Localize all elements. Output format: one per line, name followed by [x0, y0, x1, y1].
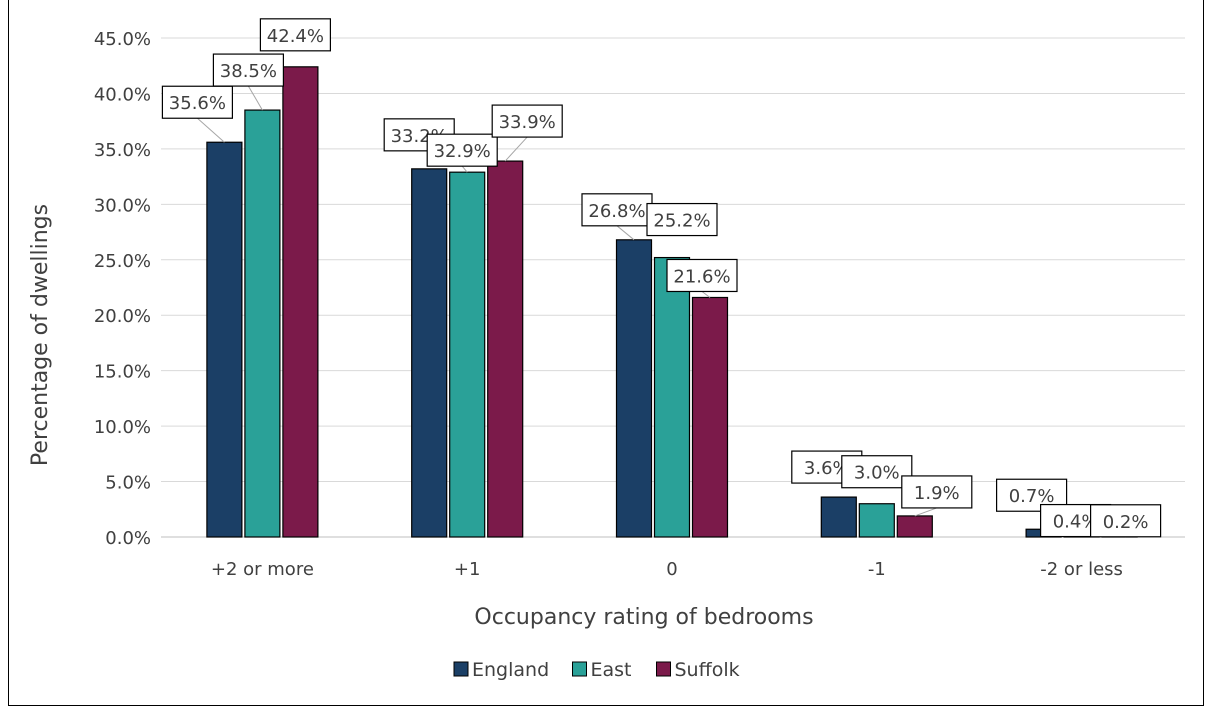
- legend-label-east: East: [591, 659, 632, 681]
- y-tick-label: 20.0%: [94, 306, 151, 327]
- y-tick-label: 0.0%: [105, 528, 151, 549]
- x-axis-ticks: +2 or more +1 0 -1 -2 or less: [211, 559, 1123, 580]
- data-label: 35.6%: [169, 93, 226, 114]
- bars: [206, 66, 1138, 538]
- bar-england: [615, 239, 653, 538]
- y-tick-label: 45.0%: [94, 29, 151, 50]
- bar-east: [653, 256, 691, 538]
- leader-line: [461, 165, 468, 173]
- data-label: 38.5%: [220, 61, 277, 82]
- y-tick-label: 30.0%: [94, 195, 151, 216]
- data-label: 0.2%: [1103, 512, 1149, 533]
- data-label: 3.6%: [804, 458, 850, 479]
- data-label: 32.9%: [434, 141, 491, 162]
- bar-east: [244, 109, 281, 538]
- data-label-box: [1089, 504, 1162, 538]
- y-tick-label: 10.0%: [94, 417, 151, 438]
- legend-swatch-england: [453, 661, 469, 677]
- bar-suffolk: [896, 515, 933, 538]
- data-label-box: [259, 18, 331, 52]
- data-label: 33.9%: [499, 112, 556, 133]
- data-label-box: [212, 53, 284, 87]
- data-label: 25.2%: [653, 211, 710, 232]
- x-tick-label: -2 or less: [1040, 559, 1123, 580]
- data-label-box: [901, 475, 973, 509]
- y-tick-label: 15.0%: [94, 362, 151, 383]
- data-label-box: [581, 193, 653, 227]
- x-tick-label: -1: [868, 559, 886, 580]
- data-label-box: [426, 133, 498, 167]
- leader-line: [616, 225, 635, 241]
- x-tick-label: 0: [666, 559, 677, 580]
- chart-frame: 0.0% 5.0% 10.0% 15.0% 20.0% 25.0% 30.0% 35.0% 40…: [8, 0, 1204, 706]
- y-tick-label: 5.0%: [105, 473, 151, 494]
- leader-line: [701, 291, 711, 298]
- leader-line: [197, 117, 225, 143]
- y-tick-label: 35.0%: [94, 140, 151, 161]
- x-tick-label: +2 or more: [211, 559, 314, 580]
- bar-england: [206, 141, 243, 538]
- legend-label-suffolk: Suffolk: [675, 659, 740, 681]
- leader-line: [247, 85, 263, 111]
- data-label: 26.8%: [588, 201, 645, 222]
- data-label: 1.9%: [914, 483, 960, 504]
- x-axis-title: Occupancy rating of bedrooms: [474, 605, 813, 630]
- data-label: 0.7%: [1009, 486, 1055, 507]
- bar-suffolk: [691, 296, 729, 538]
- bar-east: [858, 503, 895, 538]
- leader-line: [914, 507, 937, 517]
- bar-england: [820, 496, 857, 538]
- data-label-box: [646, 202, 718, 237]
- data-label-box: [666, 258, 738, 293]
- bar-suffolk: [282, 66, 319, 538]
- y-axis-title: Percentage of dwellings: [28, 204, 53, 466]
- legend-swatch-suffolk: [656, 661, 671, 677]
- legend-swatch-east: [572, 661, 587, 677]
- bar-east: [449, 171, 486, 538]
- data-label-box: [161, 85, 233, 119]
- bar-chart: 0.0% 5.0% 10.0% 15.0% 20.0% 25.0% 30.0% 35.0% 40…: [28, 18, 1185, 681]
- data-labels: 35.6%38.5%42.4%33.2%32.9%33.9%26.8% 25.2%…: [161, 18, 1162, 538]
- legend: England East Suffolk: [453, 659, 740, 681]
- bar-england: [411, 168, 448, 538]
- legend-label-england: England: [472, 659, 549, 681]
- data-label: 42.4%: [267, 26, 324, 47]
- data-label-box: [841, 455, 913, 489]
- data-label-box: [491, 104, 563, 138]
- y-tick-label: 40.0%: [94, 84, 151, 105]
- data-label: 0.4%: [1053, 512, 1099, 533]
- data-label: 3.0%: [854, 463, 900, 484]
- leader-line: [504, 136, 528, 162]
- bar-suffolk: [487, 160, 524, 538]
- data-label: 21.6%: [673, 266, 730, 287]
- x-tick-label: +1: [454, 559, 481, 580]
- y-axis-ticks: 0.0% 5.0% 10.0% 15.0% 20.0% 25.0% 30.0% 35.0% 40…: [94, 29, 151, 549]
- y-tick-label: 25.0%: [94, 251, 151, 272]
